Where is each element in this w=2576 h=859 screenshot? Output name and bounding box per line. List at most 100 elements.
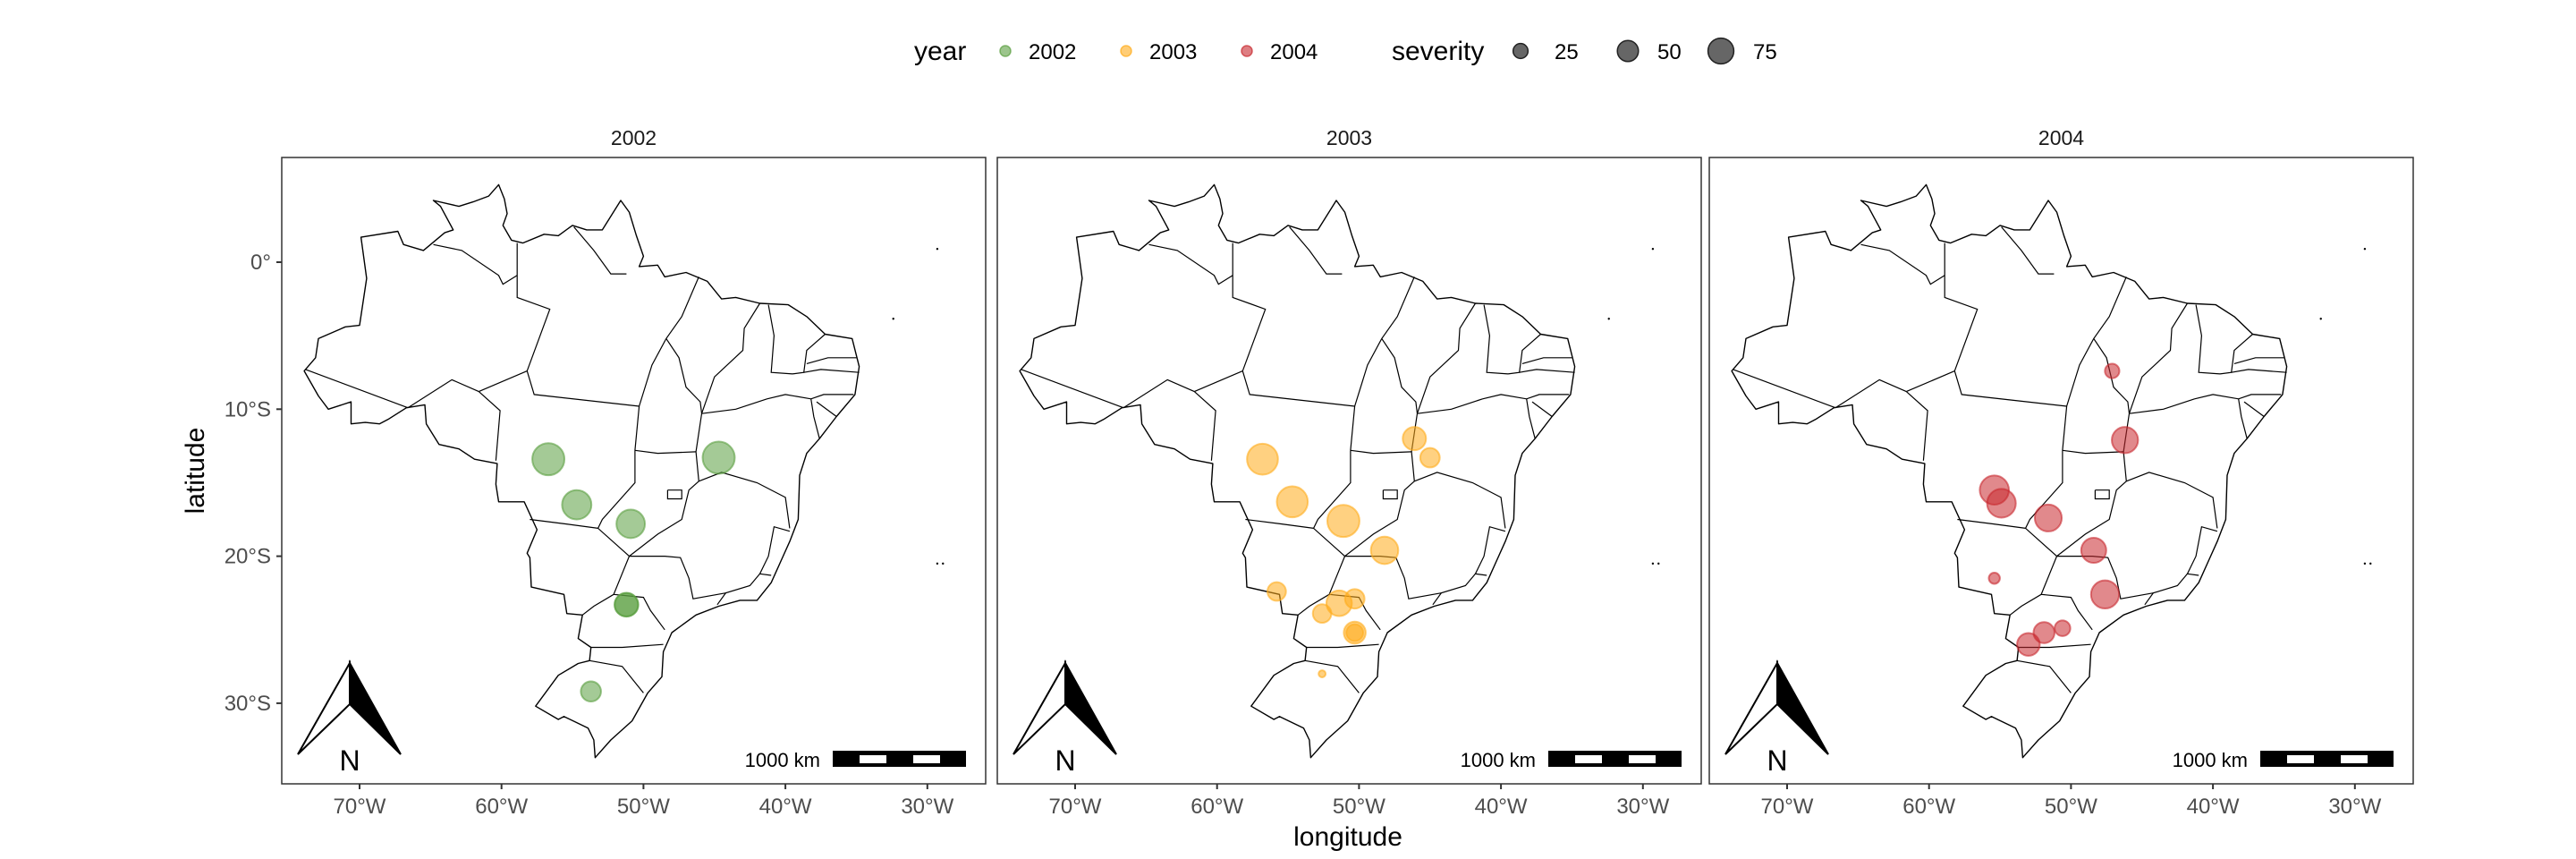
- state-border: [573, 226, 627, 275]
- island: [1607, 318, 1610, 320]
- state-border: [1835, 378, 1907, 409]
- state-border: [1297, 556, 1346, 616]
- north-label: N: [339, 744, 360, 777]
- state-border: [806, 357, 857, 364]
- brazil-outline: [303, 183, 860, 759]
- data-point: [2080, 537, 2107, 565]
- facet-strip-title: 2002: [611, 126, 657, 149]
- state-border: [816, 401, 837, 417]
- state-border: [1519, 369, 1575, 373]
- x-tick-label: 50°W: [2045, 795, 2097, 819]
- state-border: [597, 450, 636, 557]
- legend-year-key-2004: [1241, 45, 1253, 57]
- state-border: [758, 525, 791, 576]
- state-border: [810, 398, 820, 439]
- north-label: N: [1767, 744, 1787, 777]
- state-border: [2243, 401, 2265, 417]
- legend-year-title: year: [914, 37, 966, 66]
- state-border: [1350, 449, 1412, 455]
- data-point: [1343, 588, 1366, 610]
- state-border: [1432, 573, 1476, 606]
- state-border: [666, 489, 682, 500]
- state-border: [1483, 304, 1509, 375]
- state-border: [1306, 643, 1379, 649]
- facet-panel-2002: 2002 70°W 60°W 50°W 40°W 30°W N 1000 km: [281, 126, 987, 819]
- state-border: [1381, 338, 1419, 414]
- state-border: [1414, 472, 1506, 529]
- state-border: [2231, 369, 2287, 373]
- data-point: [1311, 603, 1333, 625]
- state-border: [1382, 489, 1398, 500]
- scale-bar-segment: [860, 755, 886, 763]
- legend-severity-label: 25: [1555, 40, 1579, 64]
- data-point: [1402, 426, 1428, 452]
- state-border: [581, 556, 631, 616]
- data-point: [2104, 362, 2121, 379]
- brazil-outline: [1731, 183, 2288, 759]
- legend-severity-label: 50: [1657, 40, 1682, 64]
- facet-strip-title: 2003: [1326, 126, 1372, 149]
- state-border: [1906, 370, 2067, 407]
- y-tick-label: 30°S: [225, 692, 271, 716]
- state-border: [1350, 276, 1415, 451]
- state-border: [2024, 450, 2063, 557]
- y-tick-label: 0°: [250, 251, 271, 275]
- scale-bar: 1000 km: [2173, 749, 2394, 771]
- state-border: [1507, 334, 1541, 375]
- data-point: [2033, 503, 2063, 532]
- brazil-outline: [1019, 183, 1576, 759]
- state-border: [2062, 276, 2127, 451]
- state-border: [478, 391, 501, 461]
- data-point: [1369, 535, 1400, 566]
- scale-bar-label: 1000 km: [2173, 749, 2248, 771]
- x-tick-label: 40°W: [2187, 795, 2240, 819]
- legend-severity-title: severity: [1392, 37, 1484, 66]
- y-tick-label: 20°S: [225, 545, 271, 569]
- state-border: [700, 302, 761, 414]
- state-border: [2233, 357, 2284, 364]
- state-border: [1312, 450, 1352, 557]
- state-border: [2094, 489, 2110, 500]
- state-border: [2238, 398, 2248, 439]
- data-point: [561, 489, 593, 521]
- legend-year-key-2003: [1120, 45, 1132, 57]
- state-border: [716, 573, 760, 606]
- state-border: [407, 378, 479, 409]
- data-point: [1318, 669, 1327, 678]
- island: [942, 562, 945, 566]
- data-point: [615, 508, 647, 540]
- data-point: [2016, 632, 2041, 657]
- state-border: [305, 369, 409, 409]
- data-point: [1987, 572, 2001, 585]
- x-tick-label: 40°W: [1475, 795, 1528, 819]
- x-tick-label: 60°W: [475, 795, 528, 819]
- north-arrow-right: [349, 659, 402, 755]
- north-arrow-icon: N: [297, 659, 402, 777]
- legend: year severity 2002 2003 2004 25 50 75: [914, 37, 1777, 66]
- data-point: [1986, 488, 2017, 519]
- state-border: [1957, 518, 2026, 529]
- scale-bar-frame: [833, 751, 966, 767]
- scale-bar-segment: [1629, 755, 1656, 763]
- state-border: [2186, 525, 2218, 576]
- facet-panel-2003: 2003 70°W 60°W 50°W 40°W 30°W N 1000 km: [996, 126, 1702, 819]
- north-arrow-right: [1776, 659, 1829, 755]
- state-border: [1123, 378, 1195, 409]
- island: [936, 562, 939, 566]
- state-border: [2195, 304, 2221, 375]
- scale-bar-segment: [2341, 755, 2368, 763]
- state-border: [2219, 334, 2253, 375]
- state-border: [1417, 398, 1483, 414]
- data-point: [1419, 447, 1441, 469]
- state-border: [2128, 302, 2189, 414]
- scale-bar: 1000 km: [1461, 749, 1682, 771]
- x-tick-label: 40°W: [759, 795, 812, 819]
- data-point: [531, 442, 566, 477]
- north-label: N: [1055, 744, 1075, 777]
- state-border: [530, 518, 598, 529]
- state-border: [2126, 472, 2218, 529]
- scale-bar: 1000 km: [745, 749, 966, 771]
- state-border: [1474, 525, 1506, 576]
- y-axis-title: latitude: [181, 428, 210, 515]
